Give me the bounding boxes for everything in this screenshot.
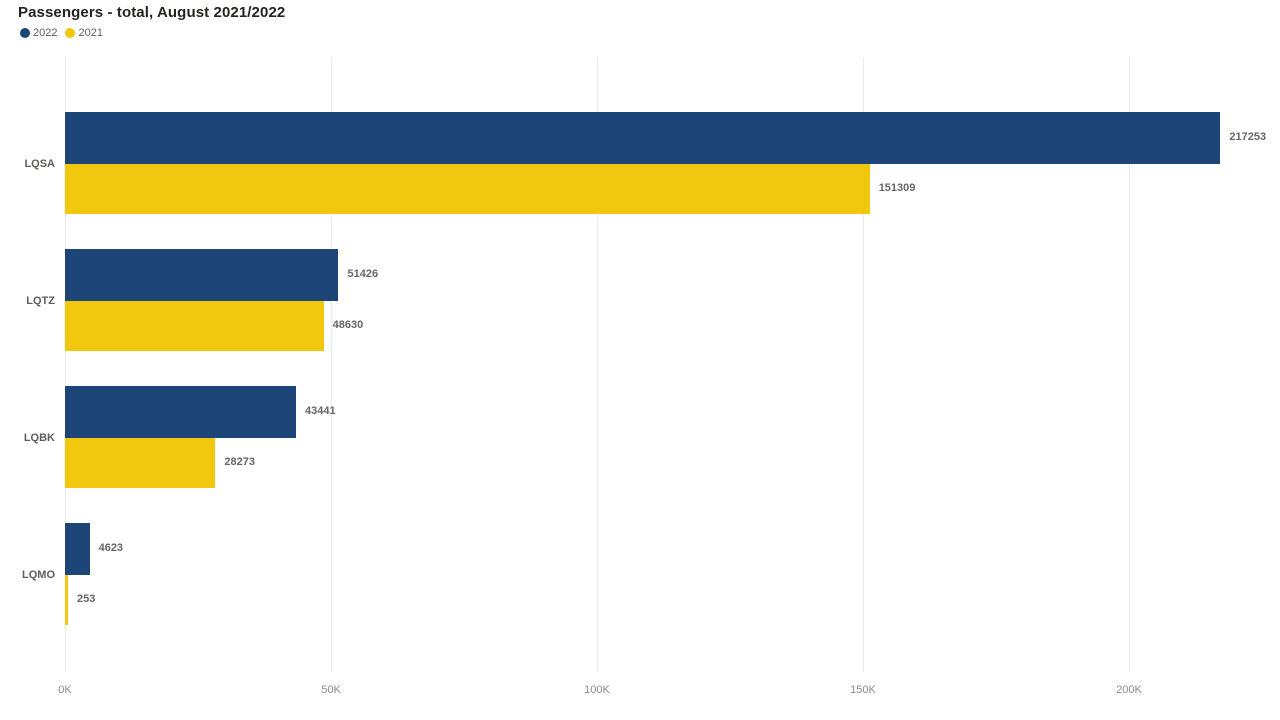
chart-title: Passengers - total, August 2021/2022 <box>18 4 286 21</box>
value-label-lqbk-2021: 28273 <box>224 456 255 468</box>
bar-lqbk-2022[interactable] <box>65 386 297 438</box>
x-axis: 0K 50K 100K 150K 200K <box>0 684 1280 700</box>
gridline <box>597 57 598 672</box>
plot-area: LQSA 217253 151309 LQTZ 51426 48630 LQBK 43441 2… <box>22 57 1266 672</box>
category-label-lqsa: LQSA <box>24 157 55 170</box>
gridline <box>863 57 864 672</box>
x-tick-label: 0K <box>58 684 72 696</box>
bar-lqsa-2021[interactable] <box>65 164 870 214</box>
category-label-lqtz: LQTZ <box>26 294 55 307</box>
value-label-lqsa-2022: 217253 <box>1229 131 1267 143</box>
category-label-lqbk: LQBK <box>23 431 55 444</box>
bar-lqtz-2021[interactable] <box>65 301 324 351</box>
bar-lqsa-2022[interactable] <box>65 112 1221 164</box>
legend-dot-2021-icon <box>65 28 76 38</box>
value-label-lqtz-2021: 48630 <box>332 319 364 331</box>
value-label-lqmo-2021: 253 <box>77 593 96 605</box>
category-label-lqmo: LQMO <box>22 568 55 581</box>
x-tick-label: 200K <box>1116 684 1142 696</box>
value-label-lqmo-2022: 4623 <box>98 542 124 554</box>
category-row-lqsa: LQSA 217253 151309 <box>24 95 1266 232</box>
bar-lqbk-2021[interactable] <box>65 438 216 488</box>
gridline <box>1129 57 1130 672</box>
x-tick-label: 100K <box>584 684 610 696</box>
bar-lqmo-2021[interactable] <box>65 575 68 625</box>
value-label-lqsa-2021: 151309 <box>878 182 916 194</box>
legend-label-2022: 2022 <box>33 27 58 39</box>
gridline <box>331 57 332 672</box>
gridline <box>65 57 66 672</box>
x-tick-label: 50K <box>321 684 341 696</box>
bar-lqtz-2022[interactable] <box>65 249 339 301</box>
x-tick-label: 150K <box>850 684 876 696</box>
legend-label-2021: 2021 <box>78 27 103 39</box>
legend: 2022 2021 <box>20 27 103 39</box>
legend-item-2021[interactable]: 2021 <box>65 27 103 39</box>
value-label-lqtz-2022: 51426 <box>347 268 379 280</box>
category-row-lqtz: LQTZ 51426 48630 <box>26 232 1235 369</box>
category-row-lqbk: LQBK 43441 28273 <box>24 369 1235 506</box>
legend-dot-2022-icon <box>20 28 30 38</box>
legend-item-2022[interactable]: 2022 <box>20 27 57 39</box>
value-label-lqbk-2022: 43441 <box>305 405 336 417</box>
bar-lqmo-2022[interactable] <box>65 523 90 575</box>
category-row-lqmo: LQMO 4623 253 <box>22 506 1235 643</box>
